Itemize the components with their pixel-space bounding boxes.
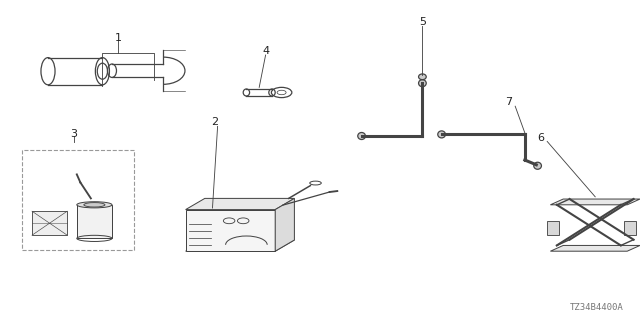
Text: 4: 4 xyxy=(262,46,269,56)
Ellipse shape xyxy=(77,202,112,208)
Text: 3: 3 xyxy=(70,129,77,140)
Bar xyxy=(624,221,636,235)
Text: 1: 1 xyxy=(115,33,122,44)
Polygon shape xyxy=(550,199,640,205)
Ellipse shape xyxy=(358,132,365,140)
Ellipse shape xyxy=(534,162,541,169)
Ellipse shape xyxy=(438,131,445,138)
Text: 7: 7 xyxy=(505,97,513,108)
Bar xyxy=(77,205,112,238)
Polygon shape xyxy=(186,240,294,251)
Ellipse shape xyxy=(419,80,426,87)
Bar xyxy=(22,150,134,250)
Polygon shape xyxy=(550,245,640,251)
Text: TZ34B4400A: TZ34B4400A xyxy=(570,303,624,312)
Bar xyxy=(547,221,559,235)
Polygon shape xyxy=(186,210,275,251)
Text: 6: 6 xyxy=(538,132,544,143)
Text: 2: 2 xyxy=(211,116,218,127)
Bar xyxy=(32,211,67,235)
Ellipse shape xyxy=(84,203,105,207)
Text: 5: 5 xyxy=(419,17,426,28)
Polygon shape xyxy=(186,198,294,210)
Polygon shape xyxy=(275,198,294,251)
Ellipse shape xyxy=(419,74,426,80)
